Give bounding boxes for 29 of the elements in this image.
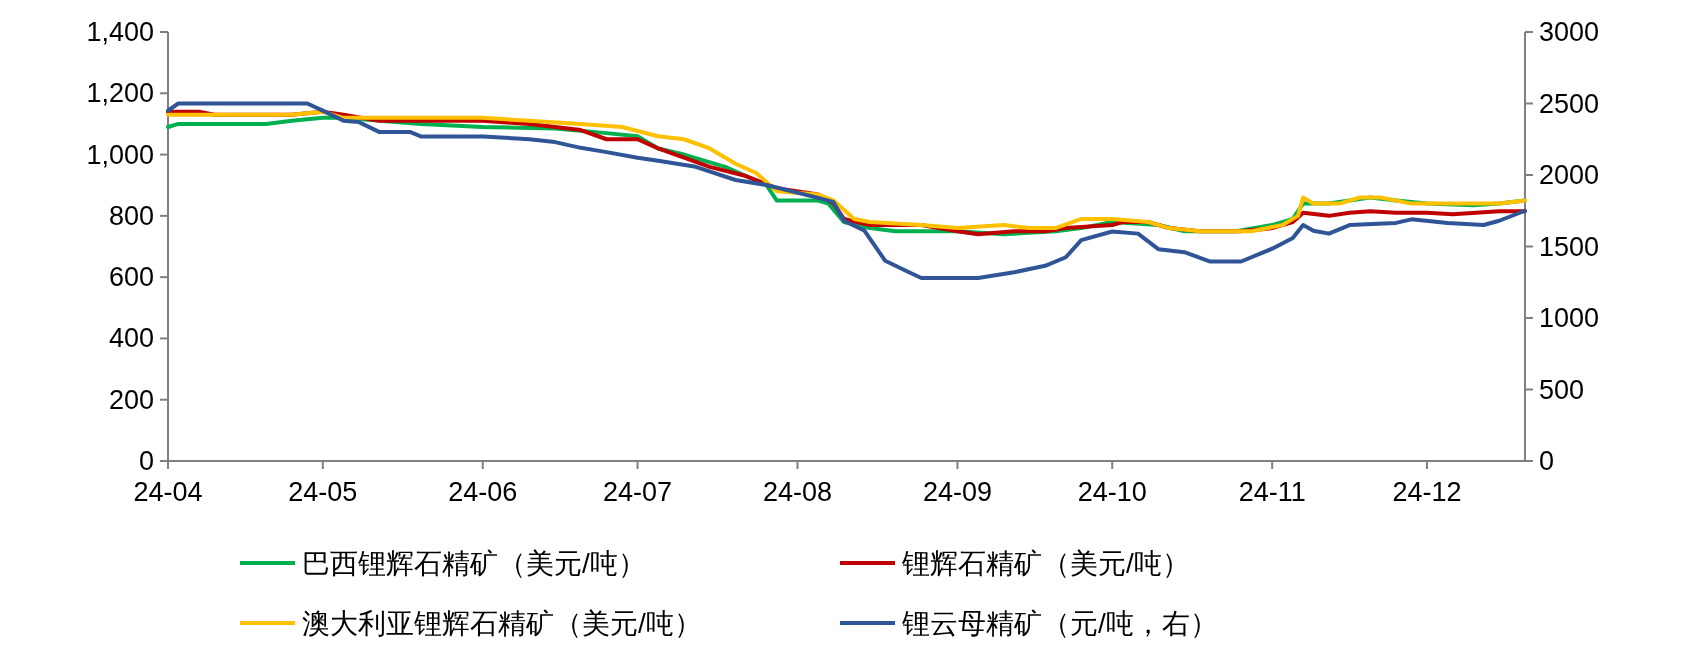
y-tick-label: 1,000 [86, 139, 154, 170]
x-tick-label: 24-10 [1077, 477, 1147, 507]
legend-label: 澳大利亚锂辉石精矿（美元/吨） [302, 608, 702, 639]
y-tick-label: 400 [108, 323, 154, 354]
x-tick-label: 24-09 [922, 477, 992, 507]
y2-tick-label: 0 [1539, 446, 1555, 476]
x-tick-label: 24-11 [1238, 477, 1306, 507]
legend-label: 巴西锂辉石精矿（美元/吨） [302, 548, 646, 579]
y2-tick-label: 500 [1539, 374, 1585, 405]
y2-tick-label: 2000 [1539, 160, 1600, 190]
legend-label: 锂辉石精矿（美元/吨） [901, 548, 1190, 579]
y-tick-label: 1,400 [86, 17, 154, 47]
line-series [166, 101, 1527, 280]
y2-tick-label: 1500 [1539, 231, 1600, 262]
y2-tick-label: 2500 [1539, 88, 1600, 119]
x-tick-label: 24-07 [603, 477, 673, 507]
x-tick-label: 24-08 [762, 477, 833, 507]
y-tick-label: 200 [108, 384, 154, 415]
y-tick-label: 0 [138, 446, 154, 476]
y2-tick-label: 3000 [1539, 17, 1600, 47]
y2-tick-label: 1000 [1539, 303, 1600, 333]
x-tick-label: 24-05 [288, 477, 358, 507]
x-tick-label: 24-06 [448, 477, 518, 507]
y-tick-label: 1,200 [86, 78, 154, 109]
y-tick-label: 600 [108, 262, 154, 293]
y-tick-label: 800 [108, 200, 154, 231]
legend-label: 锂云母精矿（元/吨，右） [901, 608, 1218, 639]
x-tick-label: 24-04 [133, 477, 203, 507]
x-tick-label: 24-12 [1392, 477, 1462, 507]
